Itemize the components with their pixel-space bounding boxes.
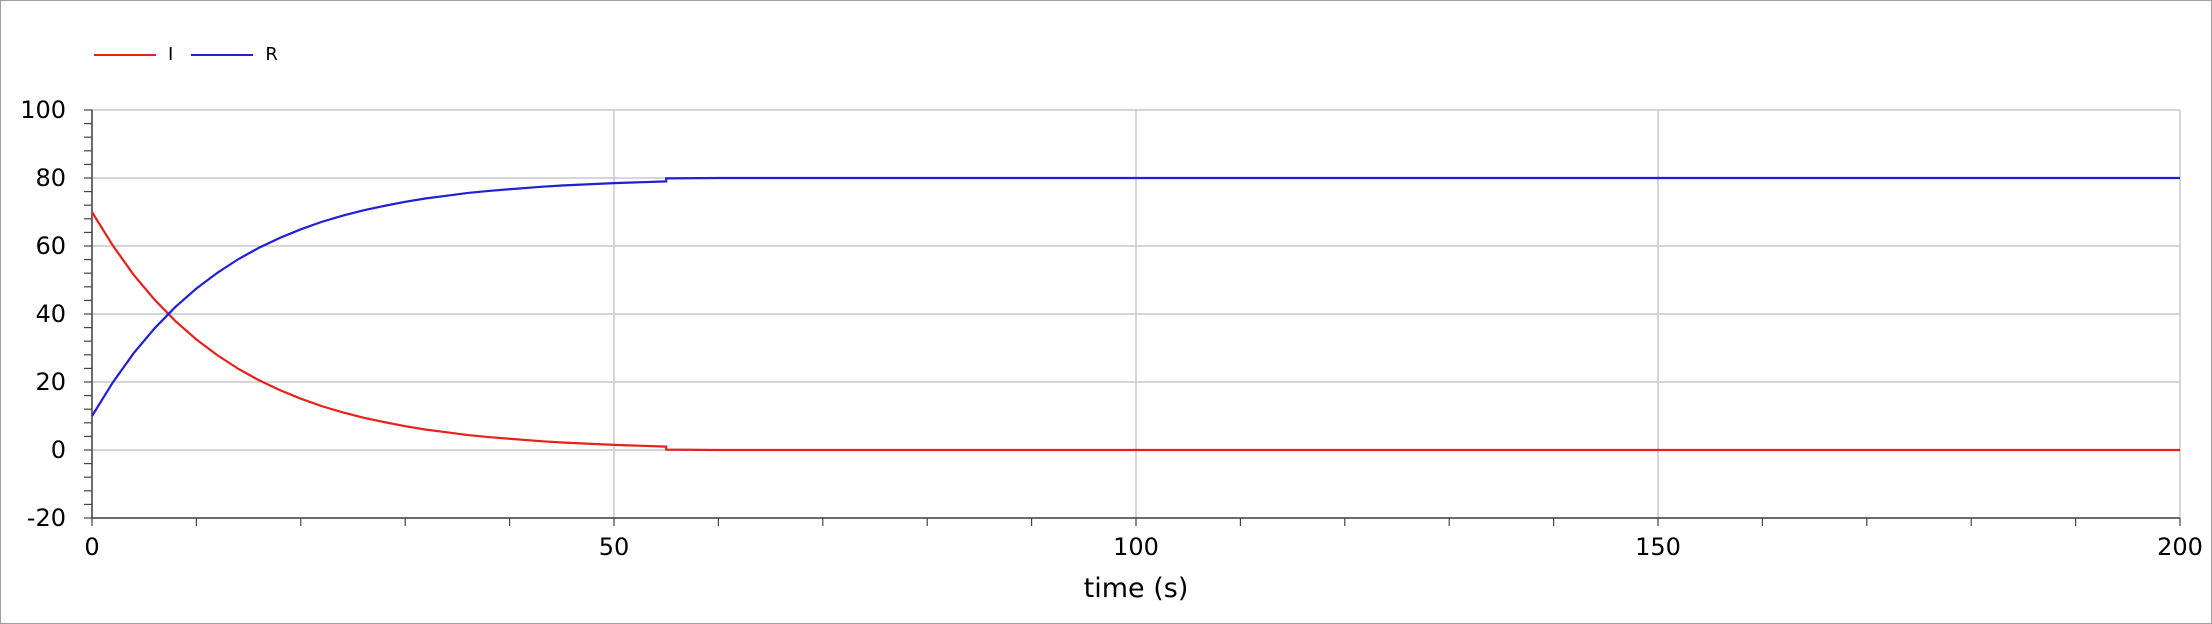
x-axis-title: time (s) — [1084, 573, 1189, 604]
grid — [91, 109, 2181, 519]
y-tick-label: 60 — [35, 232, 66, 260]
series-lines — [91, 176, 2180, 452]
y-tick-label: 40 — [35, 300, 66, 328]
x-tick-label: 0 — [84, 533, 99, 561]
legend-item-r: R — [191, 44, 278, 65]
series-line-r — [91, 176, 2180, 417]
legend: I R — [94, 44, 296, 65]
axes — [84, 109, 2181, 526]
legend-item-i: I — [94, 44, 173, 65]
y-tick-label: 80 — [35, 164, 66, 192]
x-tick-label: 100 — [1113, 533, 1159, 561]
legend-line-r — [191, 53, 254, 56]
tick-labels: -20 0 20 40 60 80 100 0 50 100 150 200 — [20, 96, 2203, 561]
y-tick-label: 100 — [20, 96, 66, 124]
legend-label-i: I — [168, 44, 174, 65]
legend-label-r: R — [265, 44, 278, 65]
x-tick-label: 200 — [2157, 533, 2203, 561]
x-tick-label: 50 — [599, 533, 630, 561]
x-tick-label: 150 — [1635, 533, 1681, 561]
legend-line-i — [94, 53, 156, 56]
series-line-i — [91, 211, 2180, 452]
y-tick-label: 0 — [51, 436, 66, 464]
y-tick-label: -20 — [27, 504, 66, 532]
y-tick-label: 20 — [35, 368, 66, 396]
